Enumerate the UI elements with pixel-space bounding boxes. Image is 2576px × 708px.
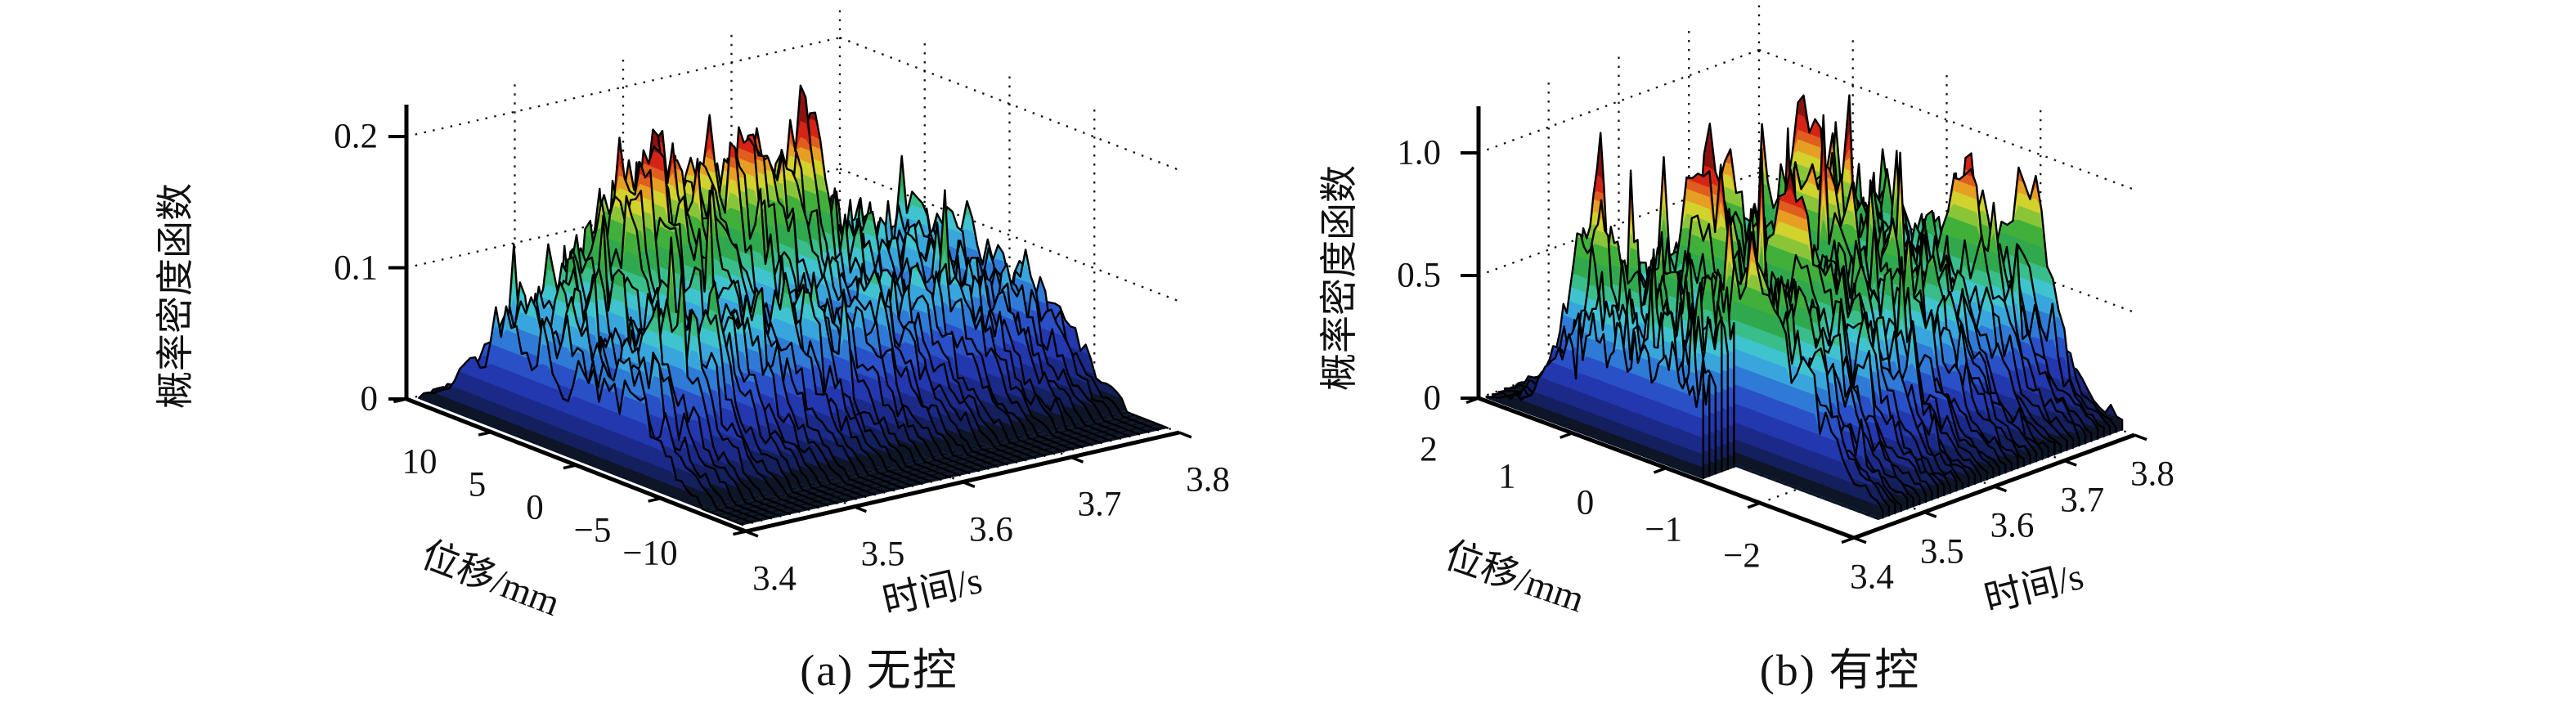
plot-b-xtick-label: 3.5 xyxy=(1919,532,1964,571)
plot-b-ztick-label: 1.0 xyxy=(1397,133,1441,173)
surface-b xyxy=(1485,94,2124,519)
plot-a-ztick-label: 0.2 xyxy=(334,117,378,156)
plot-a-ytick-label: 10 xyxy=(402,442,438,482)
plot-b-ztick-label: 0.5 xyxy=(1397,256,1441,295)
plot-b-caption: (b) 有控 xyxy=(1759,646,1921,695)
plot-a-zlabel: 概率密度函数 xyxy=(155,183,196,409)
plot-b-ztick-label: 0 xyxy=(1423,379,1442,418)
plot-a xyxy=(388,5,1192,538)
plot-a-ytick-label: −5 xyxy=(573,511,612,550)
plot-b-ytick-label: −1 xyxy=(1645,510,1683,549)
plot-b-xtick-label: 3.7 xyxy=(2060,481,2105,519)
surface-a xyxy=(417,84,1169,527)
plot-b-xtick-label: 3.6 xyxy=(1990,506,2035,545)
plot-b-ytick-label: 2 xyxy=(1420,430,1438,469)
plot-a-ztick-label: 0 xyxy=(360,379,379,419)
plot-b-ytick-label: 0 xyxy=(1576,483,1595,522)
plot-b xyxy=(1461,3,2147,544)
plot-b-xtick-label: 3.4 xyxy=(1850,558,1894,597)
plot-a-caption: (a) 无控 xyxy=(800,646,958,695)
plot-b-ytick-label: −2 xyxy=(1723,536,1761,576)
axes xyxy=(388,104,1192,538)
plot-a-xtick-label: 3.8 xyxy=(1186,460,1230,500)
plot-b-zlabel: 概率密度函数 xyxy=(1318,165,1360,391)
plot-a-xtick-label: 3.6 xyxy=(969,510,1013,549)
plot-a-xtick-label: 3.7 xyxy=(1077,485,1122,524)
plot-b-ytick-label: 1 xyxy=(1498,457,1516,495)
plot-a-xtick-label: 3.4 xyxy=(752,559,797,598)
plot-a-xtick-label: 3.5 xyxy=(860,535,905,574)
plot-a-ytick-label: 5 xyxy=(468,465,487,504)
plot-a-ztick-label: 0.1 xyxy=(334,249,378,287)
axes xyxy=(1461,106,2147,544)
plot-a-ytick-label: 0 xyxy=(526,488,544,527)
plot-b-xtick-label: 3.8 xyxy=(2130,455,2174,494)
surface-slice xyxy=(1485,312,1704,480)
surface-slice xyxy=(417,305,744,527)
plot-a-ytick-label: −10 xyxy=(622,534,678,573)
